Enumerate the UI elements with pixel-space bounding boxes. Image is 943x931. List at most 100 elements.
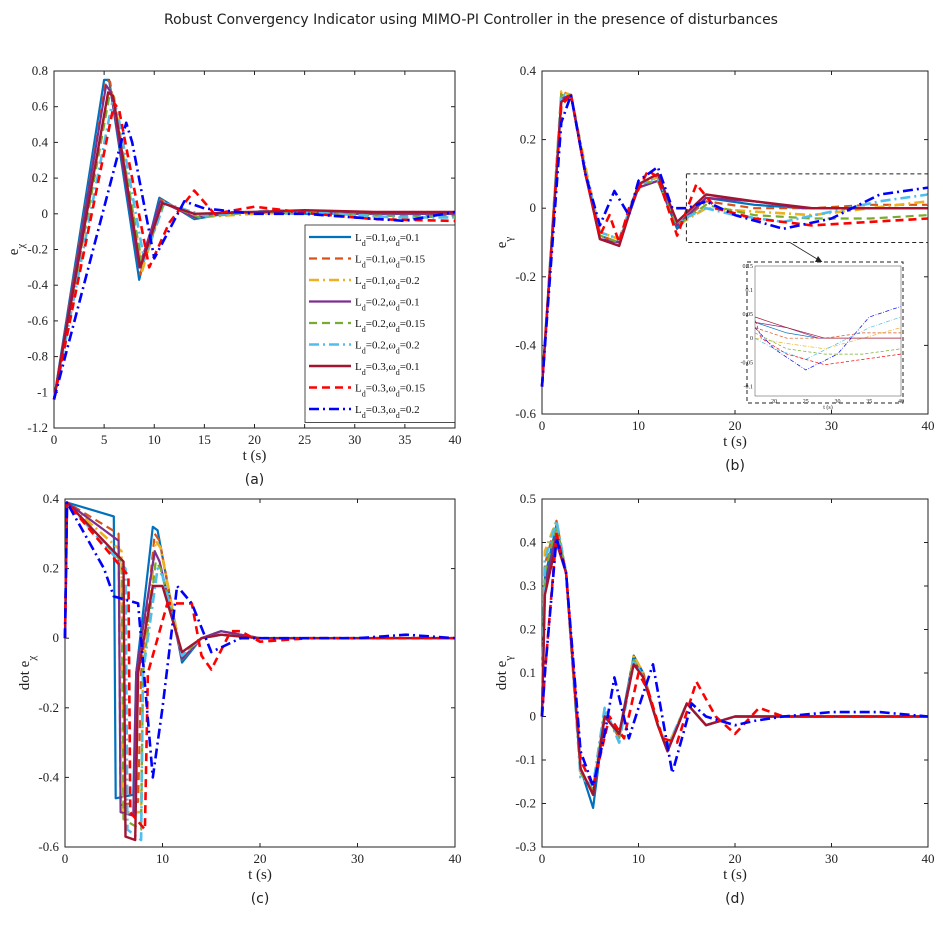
y-tick-label: 0.4 <box>520 63 537 78</box>
x-tick-label: 0 <box>539 418 546 433</box>
y-tick-label: -0.8 <box>27 349 48 364</box>
x-tick-label: 40 <box>922 418 935 433</box>
inset-x-label: t (s) <box>823 404 833 411</box>
y-tick-label: 0.4 <box>520 535 537 550</box>
zoom-arrowhead <box>815 256 823 263</box>
inset-y-tick-label: -0.05 <box>741 360 754 366</box>
y-tick-label: -0.2 <box>515 796 536 811</box>
inset-series-line-2 <box>755 327 901 339</box>
panel-d: 0 10 20 30 40 -0.3 -0.2 -0.1 0 0.1 0.2 0.3 0.4 0.5 t (… <box>494 491 935 907</box>
inset-y-tick-label: 0 <box>750 336 753 342</box>
x-tick-label: 0 <box>62 851 69 866</box>
legend: Ld=0.1,ωd=0.1 Ld=0.1,ωd=0.15 Ld=0.1,ωd=0.2… <box>304 224 456 423</box>
series-line-8 <box>63 501 455 831</box>
y-tick-label: 0.4 <box>43 491 60 506</box>
x-axis-label: t (s) <box>723 867 747 883</box>
x-tick-label: 35 <box>398 432 411 447</box>
y-tick-label: 0 <box>530 709 537 724</box>
y-tick-label: -0.4 <box>38 769 59 784</box>
y-tick-label: -0.2 <box>515 269 536 284</box>
series-line-9 <box>63 501 456 779</box>
zoom-region-box <box>685 173 929 243</box>
x-tick-label: 20 <box>254 851 267 866</box>
x-tick-label: 15 <box>198 432 211 447</box>
x-tick-label: 20 <box>248 432 261 447</box>
series-line-3 <box>540 90 929 387</box>
x-tick-label: 10 <box>148 432 161 447</box>
legend-entry: Ld=0.2,ωd=0.2 <box>355 340 420 356</box>
y-tick-label: 0.2 <box>520 132 536 147</box>
panel-a: 0 5 10 15 20 25 30 35 40 -1.2 -1 -0.8 -0.6 -0.4 -0.2 0 0… <box>6 63 462 488</box>
panel-b: 0 10 20 30 40 -0.6 -0.4 -0.2 0 0.2 0.4 t (s) eγ (b) 20… <box>494 63 935 474</box>
panel-caption: (a) <box>245 472 265 488</box>
y-tick-label: 0.3 <box>520 578 536 593</box>
legend-entry: Ld=0.2,ωd=0.1 <box>355 297 420 313</box>
legend-entry: Ld=0.3,ωd=0.2 <box>355 404 420 420</box>
x-tick-label: 30 <box>825 418 838 433</box>
series-line-9 <box>540 536 929 788</box>
panel-caption: (d) <box>725 891 745 907</box>
y-tick-label: -0.3 <box>515 839 536 854</box>
x-tick-label: 20 <box>729 418 742 433</box>
y-axis-label: dot eχ <box>17 656 38 691</box>
y-tick-label: 0.1 <box>520 665 536 680</box>
inset-y-tick-label: -0.1 <box>744 384 754 390</box>
x-tick-label: 10 <box>632 418 645 433</box>
x-tick-label: 40 <box>449 432 462 447</box>
x-axis-label: t (s) <box>248 867 272 883</box>
legend-entry: Ld=0.1,ωd=0.1 <box>355 232 420 248</box>
inset-series <box>755 306 901 371</box>
inset-y-tick-label: 0.05 <box>743 312 754 318</box>
y-tick-label: 0.6 <box>32 99 49 114</box>
legend-entry: Ld=0.1,ωd=0.15 <box>355 254 426 270</box>
figure-title: Robust Convergency Indicator using MIMO-… <box>164 12 778 28</box>
y-tick-label: -1 <box>37 384 48 399</box>
x-tick-label: 10 <box>156 851 169 866</box>
y-tick-label: 0 <box>530 200 537 215</box>
x-tick-label: 10 <box>632 851 645 866</box>
inset-x-tick-label: 20 <box>771 399 777 405</box>
series-line-8 <box>52 101 456 400</box>
x-tick-label: 40 <box>449 851 462 866</box>
y-tick-label: -0.2 <box>38 700 59 715</box>
y-tick-label: -1.2 <box>27 420 48 435</box>
series-line-2 <box>52 78 456 400</box>
legend-entry: Ld=0.3,ωd=0.1 <box>355 361 420 377</box>
y-tick-label: 0.2 <box>520 622 536 637</box>
y-tick-label: -0.4 <box>515 337 536 352</box>
series-line-8 <box>540 93 929 387</box>
inset-y-tick-label: 0.1 <box>746 288 754 294</box>
y-tick-label: 0.2 <box>32 170 48 185</box>
y-tick-label: -0.6 <box>515 406 536 421</box>
y-tick-label: 0 <box>53 630 60 645</box>
y-axis-label: dot eγ <box>494 656 515 691</box>
inset-y-tick-label: 0.15 <box>743 264 754 270</box>
x-axis-label: t (s) <box>723 434 747 450</box>
panel-c: 0 10 20 30 40 -0.6 -0.4 -0.2 0 0.2 0.4 t (s) dot eχ (… <box>17 491 462 907</box>
x-tick-label: 40 <box>922 851 935 866</box>
panels-group: 0 5 10 15 20 25 30 35 40-1.2-1-0.8-0.6-0.4-0.200… <box>6 63 935 907</box>
panel-caption: (b) <box>725 458 745 474</box>
inset-series-line-3 <box>755 327 901 350</box>
y-tick-label: 0.8 <box>32 63 48 78</box>
x-tick-label: 0 <box>539 851 546 866</box>
panel-caption: (c) <box>251 891 270 907</box>
y-axis-label: eχ <box>6 244 27 256</box>
x-tick-label: 0 <box>51 432 58 447</box>
y-tick-label: -0.6 <box>27 313 48 328</box>
y-tick-label: 0.4 <box>32 134 49 149</box>
x-tick-label: 30 <box>825 851 838 866</box>
legend-entry: Ld=0.3,ωd=0.15 <box>355 383 426 399</box>
series-line-9 <box>540 93 929 387</box>
inset-area <box>754 265 902 397</box>
y-tick-label: 0.2 <box>43 561 59 576</box>
plot-area <box>541 498 929 848</box>
inset-series-line-5 <box>755 332 901 355</box>
inset-series-line-6 <box>755 316 901 360</box>
x-tick-label: 5 <box>101 432 108 447</box>
inset-series-line-7 <box>755 316 901 339</box>
inset-x-tick-label: 40 <box>898 399 904 405</box>
series-line-7 <box>52 91 455 400</box>
inset-x-tick-label: 30 <box>835 399 841 405</box>
y-tick-label: -0.6 <box>38 839 59 854</box>
